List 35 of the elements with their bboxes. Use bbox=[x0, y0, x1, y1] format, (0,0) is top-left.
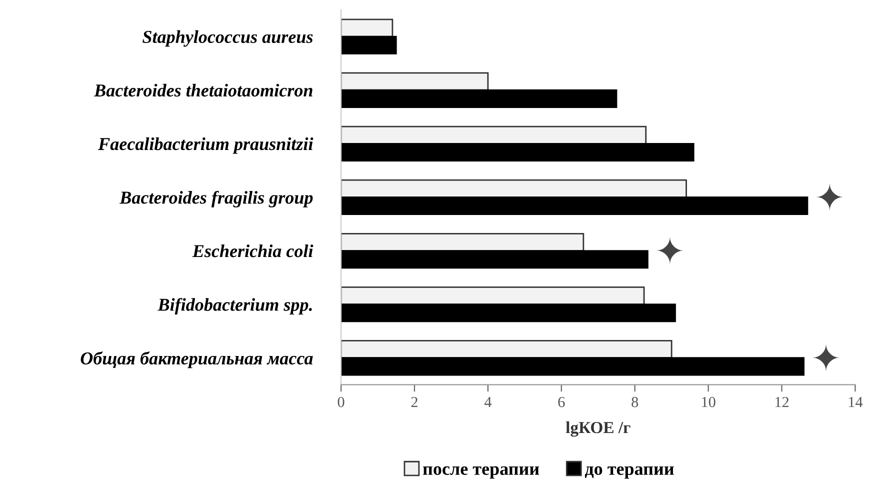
bar bbox=[341, 89, 618, 108]
y-tick-label: Faecalibacterium prausnitzii bbox=[98, 137, 314, 154]
annotation: ✦ bbox=[816, 183, 844, 211]
bar bbox=[341, 286, 645, 306]
x-tick-label: 12 bbox=[775, 396, 789, 408]
x-tick-label: 2 bbox=[411, 396, 418, 408]
bar bbox=[341, 179, 687, 198]
annotation: ✦ bbox=[812, 344, 840, 372]
legend-label: до терапии bbox=[584, 466, 674, 479]
bar bbox=[341, 232, 584, 252]
legend-label: после терапии bbox=[423, 466, 540, 479]
bar bbox=[341, 36, 397, 54]
annotation: ✦ bbox=[656, 236, 684, 264]
bar bbox=[341, 340, 672, 359]
bar bbox=[341, 250, 648, 269]
y-tick-label: Bacteroides thetaiotaomicron bbox=[94, 84, 312, 97]
x-tick-label: 6 bbox=[558, 396, 565, 408]
y-tick-label: Escherichia coli bbox=[192, 244, 314, 258]
bar bbox=[341, 142, 694, 162]
y-tick-label: Общая бактериальная масса bbox=[80, 351, 313, 368]
bar bbox=[341, 126, 647, 144]
bar bbox=[341, 304, 676, 322]
y-tick-label: Bacteroides fragilis group bbox=[119, 190, 313, 208]
x-tick-label: 10 bbox=[702, 396, 716, 408]
y-tick-label: Staphylococcus aureus bbox=[142, 30, 313, 47]
x-tick-label: 0 bbox=[338, 396, 344, 408]
x-tick-label: 8 bbox=[632, 396, 638, 408]
x-tick-label: 4 bbox=[484, 397, 492, 408]
x-tick-label: 14 bbox=[848, 396, 863, 408]
bar bbox=[341, 196, 808, 216]
bar bbox=[341, 18, 394, 38]
bar bbox=[341, 357, 804, 376]
bar bbox=[341, 72, 489, 91]
y-tick-label: Bifidobacterium spp. bbox=[158, 298, 312, 315]
x-axis-title: lgКОЕ /г bbox=[566, 421, 630, 437]
